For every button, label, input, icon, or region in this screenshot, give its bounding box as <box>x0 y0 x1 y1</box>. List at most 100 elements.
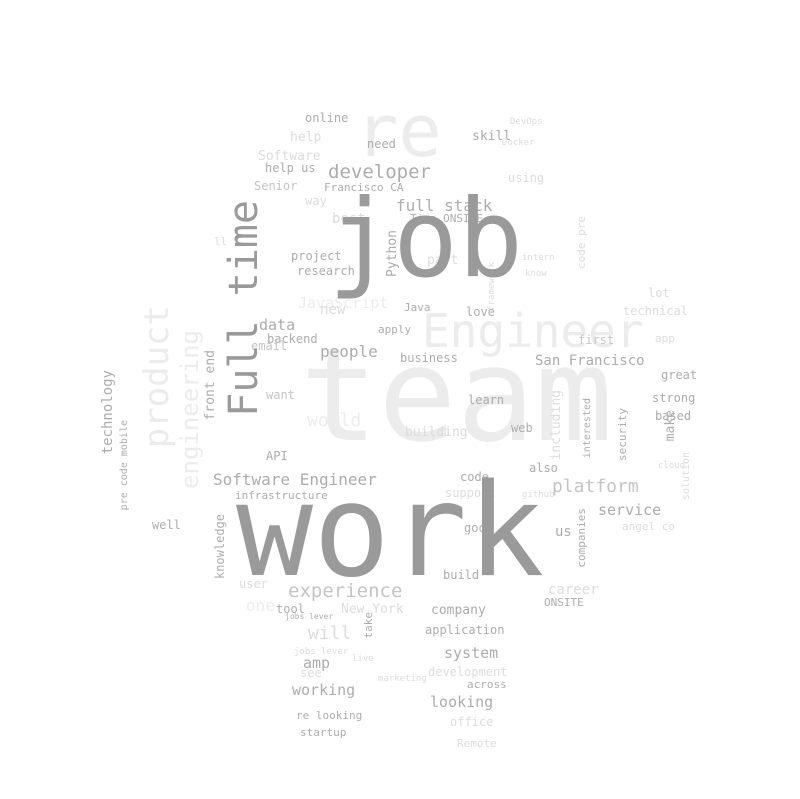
word-jobs-lever: jobs lever <box>285 612 334 621</box>
word-amp: amp <box>303 654 331 672</box>
word-world: world <box>307 410 362 431</box>
word-will: will <box>308 623 352 644</box>
word-best: best <box>332 211 366 227</box>
word-need: need <box>367 137 396 151</box>
word-well: well <box>152 518 181 532</box>
word-see: see <box>300 666 322 680</box>
word-san-francisco: San Francisco <box>535 353 645 369</box>
word-data: data <box>259 316 296 334</box>
word-development: development <box>428 665 508 679</box>
word-using: using <box>508 171 545 185</box>
word-love: love <box>466 305 495 319</box>
word-project: project <box>291 249 342 263</box>
word-startup: startup <box>300 726 347 739</box>
word-onsite: ONSITE <box>544 596 584 609</box>
word-solution: solution <box>681 452 692 501</box>
word-experience: experience <box>288 580 403 602</box>
word-working: working <box>292 681 356 699</box>
word-re: re <box>355 89 442 173</box>
word-javascript: JavaScript <box>298 294 389 312</box>
word-lot: lot <box>648 286 670 300</box>
word-remote: Remote <box>457 737 497 750</box>
word-api: API <box>266 449 288 463</box>
word-across: across <box>467 678 507 691</box>
word-pre-code-mobile: pre code mobile <box>119 420 130 511</box>
word-also: also <box>529 461 558 475</box>
word-ll: ll <box>214 235 228 248</box>
word-way: way <box>305 194 327 208</box>
word-one: one <box>246 596 275 615</box>
word-build: build <box>443 568 480 582</box>
word-learn: learn <box>468 393 505 407</box>
word-job: job <box>328 177 524 302</box>
word-github: github <box>522 490 555 500</box>
word-business: business <box>400 351 458 365</box>
word-developer: developer <box>328 161 431 183</box>
word-apply: apply <box>378 323 412 336</box>
word-time-onsite: Time ONSITE <box>410 212 483 225</box>
word-angel-co: angel co <box>622 520 675 533</box>
word-help-us: help us <box>265 161 316 175</box>
word-devops: DevOps <box>510 117 543 127</box>
word-engineering: engineering <box>176 330 204 489</box>
word-interested: interested <box>582 398 593 459</box>
word-new-york: New York <box>341 602 404 617</box>
word-senior: Senior <box>254 179 298 193</box>
word-engineer: Engineer <box>422 304 644 358</box>
word-great: great <box>661 368 698 382</box>
word-code-pre: code pre <box>575 216 588 269</box>
word-technologies: jobs lever <box>294 647 349 657</box>
word-email: email <box>251 339 288 353</box>
word-security: security <box>616 408 629 461</box>
word-technology: technology <box>100 370 116 455</box>
word-know: know <box>525 269 547 279</box>
word-work: work <box>236 457 545 606</box>
word-infrastructure: infrastructure <box>235 489 328 502</box>
word-full-time: Full time <box>221 200 267 417</box>
word-front-end: front end <box>203 350 218 421</box>
word-re-looking: re looking <box>296 709 363 722</box>
word-building: building <box>405 425 468 440</box>
word-office: office <box>450 715 494 729</box>
word-support: support <box>445 486 496 500</box>
word-live: live <box>352 654 374 664</box>
word-user: user <box>239 577 268 591</box>
word-francisco-ca: Francisco CA <box>324 181 404 194</box>
word-strong: strong <box>652 391 696 405</box>
word-career: career <box>548 582 599 598</box>
word-company: company <box>431 603 486 618</box>
word-companies: companies <box>575 508 588 568</box>
word-technical: technical <box>623 304 689 318</box>
word-us: us <box>555 524 572 540</box>
word-software: Software <box>258 149 321 164</box>
word-service: service <box>598 501 662 519</box>
word-system: system <box>444 644 499 662</box>
word-new: new <box>320 302 346 318</box>
word-product: product <box>137 305 177 449</box>
word-help: help <box>290 130 322 145</box>
word-platform: platform <box>552 476 639 497</box>
word-backend: backend <box>267 332 318 346</box>
word-first: first <box>578 333 615 347</box>
word-research: research <box>297 264 355 278</box>
word-app: app <box>655 332 675 345</box>
word-tool: tool <box>276 602 305 616</box>
word-online: online <box>305 111 349 125</box>
word-good: good <box>464 521 493 535</box>
word-based: based <box>655 409 692 423</box>
word-intern: intern <box>522 253 555 263</box>
word-looking: looking <box>430 693 494 711</box>
word-full-stack: full stack <box>396 196 493 215</box>
word-team: team <box>300 319 614 471</box>
word-application: application <box>425 623 505 637</box>
word-cloud: cloud <box>658 461 686 471</box>
word-java: Java <box>404 301 431 314</box>
word-docker: Docker <box>502 138 535 148</box>
word-marketing: marketing <box>378 674 427 684</box>
word-knowledge: knowledge <box>213 514 227 580</box>
word-software-engineer: Software Engineer <box>213 470 377 489</box>
word-web: web <box>511 421 533 435</box>
word-code: code <box>460 470 489 484</box>
word-want: want <box>266 388 295 402</box>
